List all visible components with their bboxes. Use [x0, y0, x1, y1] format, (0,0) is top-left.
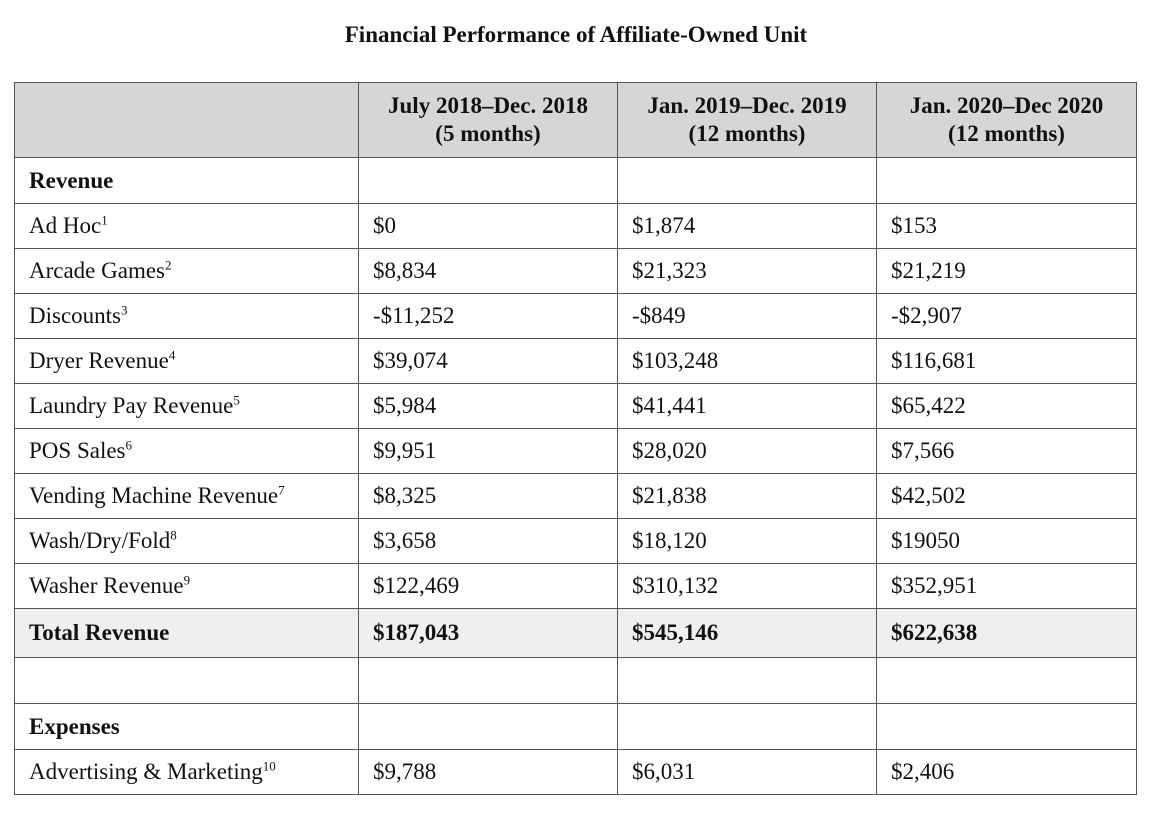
blank-row	[14, 657, 1137, 704]
table-row: Ad Hoc1 $0 $1,874 $153	[14, 203, 1137, 249]
value-cell: $21,323	[617, 248, 877, 294]
column-header-2019: Jan. 2019–Dec. 2019 (12 months)	[617, 82, 877, 158]
table-row: Vending Machine Revenue7 $8,325 $21,838 …	[14, 473, 1137, 519]
value-cell: $7,566	[876, 428, 1137, 474]
value-cell: $2,406	[876, 749, 1137, 795]
empty-cell	[358, 157, 618, 204]
header-corner-cell	[14, 82, 359, 158]
value-cell: $19050	[876, 518, 1137, 564]
value-cell: $18,120	[617, 518, 877, 564]
empty-cell	[876, 157, 1137, 204]
column-header-2020: Jan. 2020–Dec 2020 (12 months)	[876, 82, 1137, 158]
value-cell: $42,502	[876, 473, 1137, 519]
total-value: $187,043	[358, 608, 618, 658]
row-label: POS Sales6	[14, 428, 359, 474]
value-cell: $8,834	[358, 248, 618, 294]
row-label: Advertising & Marketing10	[14, 749, 359, 795]
value-cell: $352,951	[876, 563, 1137, 609]
table-row: Discounts3 -$11,252 -$849 -$2,907	[14, 293, 1137, 339]
value-cell: $65,422	[876, 383, 1137, 429]
footnote-marker: 8	[170, 527, 177, 543]
value-cell: -$849	[617, 293, 877, 339]
value-cell: -$11,252	[358, 293, 618, 339]
value-cell: $1,874	[617, 203, 877, 249]
empty-cell	[617, 703, 877, 750]
empty-cell	[14, 657, 359, 704]
footnote-marker: 6	[125, 437, 133, 453]
table-row: Arcade Games2 $8,834 $21,323 $21,219	[14, 248, 1137, 294]
table-row: Advertising & Marketing10 $9,788 $6,031 …	[14, 749, 1137, 795]
section-heading: Revenue	[14, 157, 359, 204]
value-cell: $6,031	[617, 749, 877, 795]
footnote-marker: 3	[121, 302, 128, 318]
row-label: Laundry Pay Revenue5	[14, 383, 359, 429]
empty-cell	[617, 657, 877, 704]
total-label: Total Revenue	[14, 608, 359, 658]
value-cell: $21,838	[617, 473, 877, 519]
footnote-marker: 4	[168, 347, 176, 363]
column-header-period: Jan. 2019–Dec. 2019	[647, 93, 847, 118]
row-label: Dryer Revenue4	[14, 338, 359, 384]
empty-cell	[876, 657, 1137, 704]
value-cell: -$2,907	[876, 293, 1137, 339]
value-cell: $9,788	[358, 749, 618, 795]
value-cell: $8,325	[358, 473, 618, 519]
column-header-duration: (5 months)	[435, 121, 541, 146]
value-cell: $39,074	[358, 338, 618, 384]
value-cell: $3,658	[358, 518, 618, 564]
total-value: $622,638	[876, 608, 1137, 658]
row-label: Ad Hoc1	[14, 203, 359, 249]
empty-cell	[358, 657, 618, 704]
empty-cell	[876, 703, 1137, 750]
column-header-2018: July 2018–Dec. 2018 (5 months)	[358, 82, 618, 158]
value-cell: $41,441	[617, 383, 877, 429]
column-header-duration: (12 months)	[948, 121, 1065, 146]
row-label: Vending Machine Revenue7	[14, 473, 359, 519]
value-cell: $28,020	[617, 428, 877, 474]
section-row-expenses: Expenses	[14, 703, 1137, 750]
footnote-marker: 10	[262, 758, 276, 774]
value-cell: $122,469	[358, 563, 618, 609]
header-row: July 2018–Dec. 2018 (5 months) Jan. 2019…	[14, 82, 1137, 158]
row-label: Washer Revenue9	[14, 563, 359, 609]
footnote-marker: 1	[101, 212, 108, 228]
value-cell: $116,681	[876, 338, 1137, 384]
table-row: POS Sales6 $9,951 $28,020 $7,566	[14, 428, 1137, 474]
section-heading: Expenses	[14, 703, 359, 750]
value-cell: $0	[358, 203, 618, 249]
row-label: Arcade Games2	[14, 248, 359, 294]
financial-table: July 2018–Dec. 2018 (5 months) Jan. 2019…	[14, 82, 1137, 795]
table-row: Washer Revenue9 $122,469 $310,132 $352,9…	[14, 563, 1137, 609]
row-label: Wash/Dry/Fold8	[14, 518, 359, 564]
value-cell: $21,219	[876, 248, 1137, 294]
footnote-marker: 7	[278, 482, 285, 498]
total-value: $545,146	[617, 608, 877, 658]
row-label: Discounts3	[14, 293, 359, 339]
empty-cell	[358, 703, 618, 750]
value-cell: $310,132	[617, 563, 877, 609]
table-row: Laundry Pay Revenue5 $5,984 $41,441 $65,…	[14, 383, 1137, 429]
footnote-marker: 9	[183, 572, 191, 588]
table-row: Wash/Dry/Fold8 $3,658 $18,120 $19050	[14, 518, 1137, 564]
section-row-revenue: Revenue	[14, 157, 1137, 204]
value-cell: $153	[876, 203, 1137, 249]
value-cell: $5,984	[358, 383, 618, 429]
footnote-marker: 2	[165, 257, 172, 273]
table-row: Dryer Revenue4 $39,074 $103,248 $116,681	[14, 338, 1137, 384]
column-header-period: Jan. 2020–Dec 2020	[909, 93, 1104, 118]
footnote-marker: 5	[233, 392, 240, 408]
empty-cell	[617, 157, 877, 204]
value-cell: $103,248	[617, 338, 877, 384]
value-cell: $9,951	[358, 428, 618, 474]
column-header-duration: (12 months)	[688, 121, 806, 146]
total-revenue-row: Total Revenue $187,043 $545,146 $622,638	[14, 608, 1137, 658]
document-title: Financial Performance of Affiliate-Owned…	[344, 22, 808, 47]
column-header-period: July 2018–Dec. 2018	[388, 93, 588, 118]
